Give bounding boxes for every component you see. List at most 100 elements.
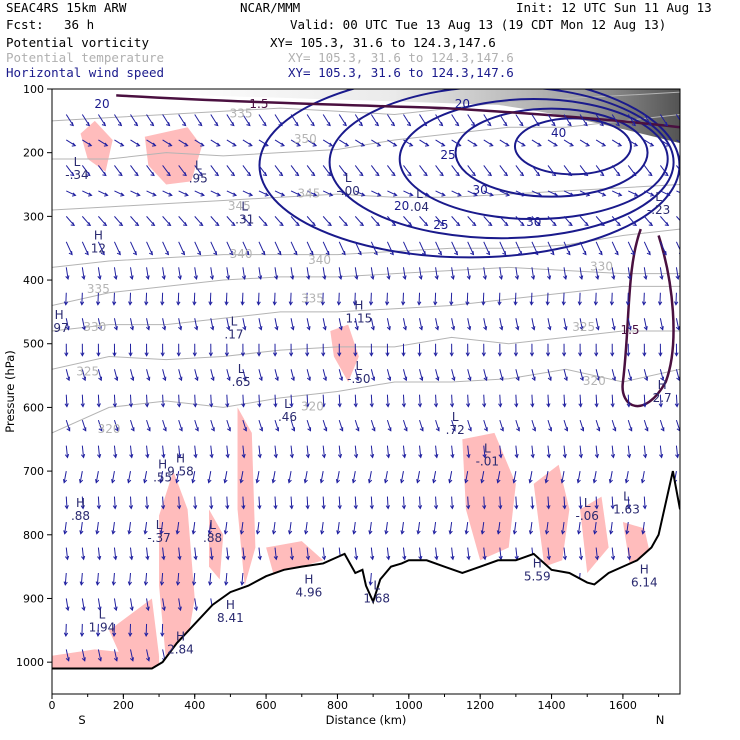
extremum-marker-11: L	[284, 397, 291, 411]
extremum-marker-22: H	[640, 563, 649, 577]
extremum-marker-3: L	[241, 200, 248, 214]
wind-vector-head-6	[65, 275, 70, 280]
wind-vector-head-161	[176, 301, 181, 306]
wind-vector-head-175	[200, 142, 205, 147]
extremum-value-10: -.50	[347, 372, 370, 386]
wind-vector-head-148	[159, 530, 164, 535]
extremum-value-24: 1.68	[363, 592, 390, 606]
wind-vector-head-45	[103, 142, 109, 147]
wind-vector-head-684	[625, 530, 630, 535]
wind-vector-head-247	[239, 479, 244, 484]
wind-vector-680	[627, 420, 633, 431]
wind-vector-553	[515, 420, 520, 431]
wind-vector-694	[643, 318, 648, 330]
wind-vector-446	[419, 445, 422, 458]
wind-vector-649	[595, 547, 598, 560]
wind-vector-377	[354, 547, 358, 560]
wind-vector-head-89	[135, 142, 141, 147]
wind-vector-132	[162, 114, 170, 126]
extremum-value-7: 1.15	[346, 311, 373, 325]
wind-vector-354	[338, 420, 344, 431]
wind-vector-245	[242, 420, 247, 431]
wind-vector-112	[146, 165, 155, 176]
wind-vector-111	[146, 139, 156, 147]
pv-shading-7	[462, 432, 516, 561]
extremum-marker-13: L	[484, 442, 491, 456]
wind-vector-154	[178, 114, 187, 126]
wind-vector-head-111	[152, 142, 157, 147]
wind-vector-184	[194, 369, 199, 381]
wind-vector-head-715	[660, 427, 665, 432]
wind-vector-head-350	[338, 326, 343, 331]
wind-vector-head-493	[466, 275, 471, 280]
wind-vector-head-12	[66, 427, 71, 432]
wind-vector-head-678	[628, 376, 632, 382]
wind-vector-480	[451, 394, 453, 407]
wind-vector-head-131	[146, 657, 151, 662]
wind-vector-head-417	[407, 172, 412, 177]
wind-vector-471	[451, 165, 460, 176]
wind-vector-37	[81, 496, 84, 509]
wind-vector-222	[226, 318, 230, 330]
wind-vector-head-172	[175, 581, 181, 586]
wind-vector-392	[368, 471, 372, 483]
wind-vector-head-384	[370, 275, 375, 280]
wind-vector-head-700	[641, 479, 646, 484]
wind-vector-head-610	[562, 505, 567, 510]
wind-vector-168	[176, 471, 180, 483]
wind-vector-224	[226, 369, 231, 381]
wind-vector-167	[178, 445, 181, 458]
wind-vector-head-422	[401, 301, 406, 306]
wind-vector-head-46	[102, 172, 107, 177]
wind-vector-head-65	[97, 657, 102, 662]
wind-vector-head-181	[192, 301, 197, 306]
wind-vector-611	[561, 521, 565, 534]
extremum-marker-26: L	[99, 607, 106, 621]
wind-vector-722	[675, 241, 680, 251]
wind-vector-82	[112, 521, 115, 534]
extremum-value-27: 2.84	[167, 643, 194, 657]
wind-vector-515	[483, 369, 488, 381]
contour-label-theta-14: 335	[87, 282, 110, 296]
wind-vector-head-549	[515, 326, 520, 331]
wind-vector-head-337	[321, 453, 327, 459]
pv-shading-6	[266, 541, 324, 573]
wind-vector-293	[290, 241, 298, 255]
wind-vector-head-91	[136, 192, 141, 197]
wind-vector-34	[81, 420, 87, 431]
wind-vector-head-274	[279, 222, 284, 226]
wind-vector-103	[130, 496, 132, 509]
wind-vector-32	[81, 369, 86, 381]
wind-vector-669	[627, 139, 638, 147]
wind-vector-head-184	[194, 376, 199, 382]
wind-vector-137	[162, 241, 169, 255]
terrain-fill	[52, 471, 680, 694]
wind-vector-head-44	[101, 122, 107, 127]
wind-vector-88	[130, 114, 138, 126]
wind-vector-head-491	[472, 222, 477, 226]
wind-vector-592	[547, 496, 550, 509]
wind-vector-676	[627, 318, 632, 330]
wind-vector-head-473	[456, 222, 461, 226]
wind-vector-head-49	[100, 251, 105, 256]
wind-vector-head-728	[674, 403, 679, 408]
wind-vector-head-371	[353, 403, 358, 408]
wind-vector-195	[210, 139, 221, 147]
wind-vector-104	[128, 521, 131, 534]
wind-vector-182	[194, 318, 198, 330]
wind-vector-head-395	[370, 555, 375, 561]
wind-vector-head-358	[336, 530, 341, 535]
wind-vector-head-514	[481, 352, 486, 357]
wind-vector-338	[320, 471, 324, 483]
wind-vector-head-441	[418, 326, 423, 331]
wind-vector-384	[370, 267, 374, 280]
wind-vector-head-52	[97, 326, 102, 331]
wind-vector-306	[306, 114, 315, 126]
extremum-value-14: .55	[153, 471, 172, 485]
wind-vector-head-495	[467, 326, 472, 331]
wind-vector-260	[258, 318, 262, 330]
wind-vector-head-56	[98, 427, 103, 432]
isentrope-330	[52, 285, 680, 332]
y-tick-label-100: 100	[23, 83, 44, 96]
wind-vector-head-329	[325, 251, 330, 256]
